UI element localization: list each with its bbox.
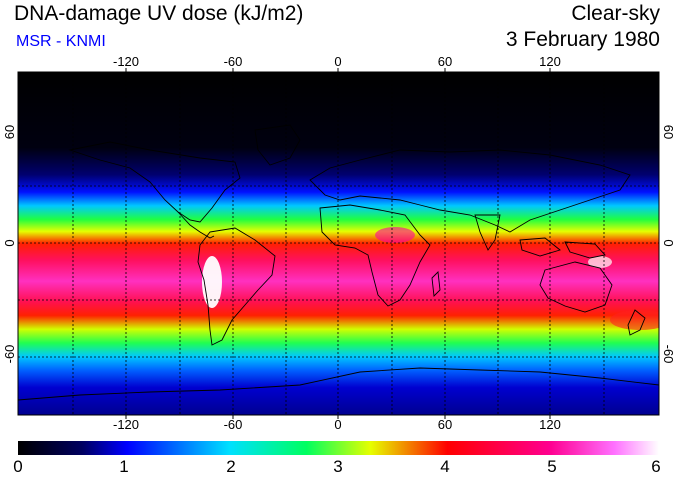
lat-label-right-1: 60	[661, 125, 676, 139]
lon-label-top-3: 0	[334, 54, 341, 69]
andes-maximum	[202, 256, 222, 308]
lat-label-right-2: 0	[661, 239, 676, 246]
grid-lines	[18, 72, 659, 415]
date-label: 3 February 1980	[505, 28, 660, 51]
colorbar-label-3: 3	[333, 457, 343, 476]
colorbar	[18, 441, 659, 455]
lon-label-top-1: -120	[113, 54, 139, 69]
source-label: MSR - KNMI	[16, 33, 106, 50]
lat-label-right-3: -60	[661, 345, 676, 364]
lon-label-bottom-4: 60	[438, 417, 452, 432]
lat-label-left-2: 0	[2, 239, 17, 246]
colorbar-label-5: 5	[547, 457, 557, 476]
lon-label-top-2: -60	[224, 54, 243, 69]
colorbar-label-0: 0	[13, 457, 23, 476]
lon-label-top-4: 60	[438, 54, 452, 69]
lat-label-left-1: 60	[2, 125, 17, 139]
lon-label-bottom-5: 120	[539, 417, 561, 432]
colorbar-label-6: 6	[651, 457, 661, 476]
coastlines	[18, 124, 659, 401]
lon-label-bottom-2: -60	[224, 417, 243, 432]
title: DNA-damage UV dose (kJ/m2)	[14, 2, 304, 25]
colorbar-label-1: 1	[119, 457, 129, 476]
lon-label-top-5: 120	[539, 54, 561, 69]
colorbar-label-2: 2	[226, 457, 236, 476]
uv-dose-field	[18, 72, 659, 415]
colorbar-label-4: 4	[440, 457, 450, 476]
lon-label-bottom-3: 0	[334, 417, 341, 432]
sky-condition-label: Clear-sky	[571, 2, 660, 25]
lon-label-bottom-1: -120	[113, 417, 139, 432]
lat-label-left-3: -60	[2, 345, 17, 364]
